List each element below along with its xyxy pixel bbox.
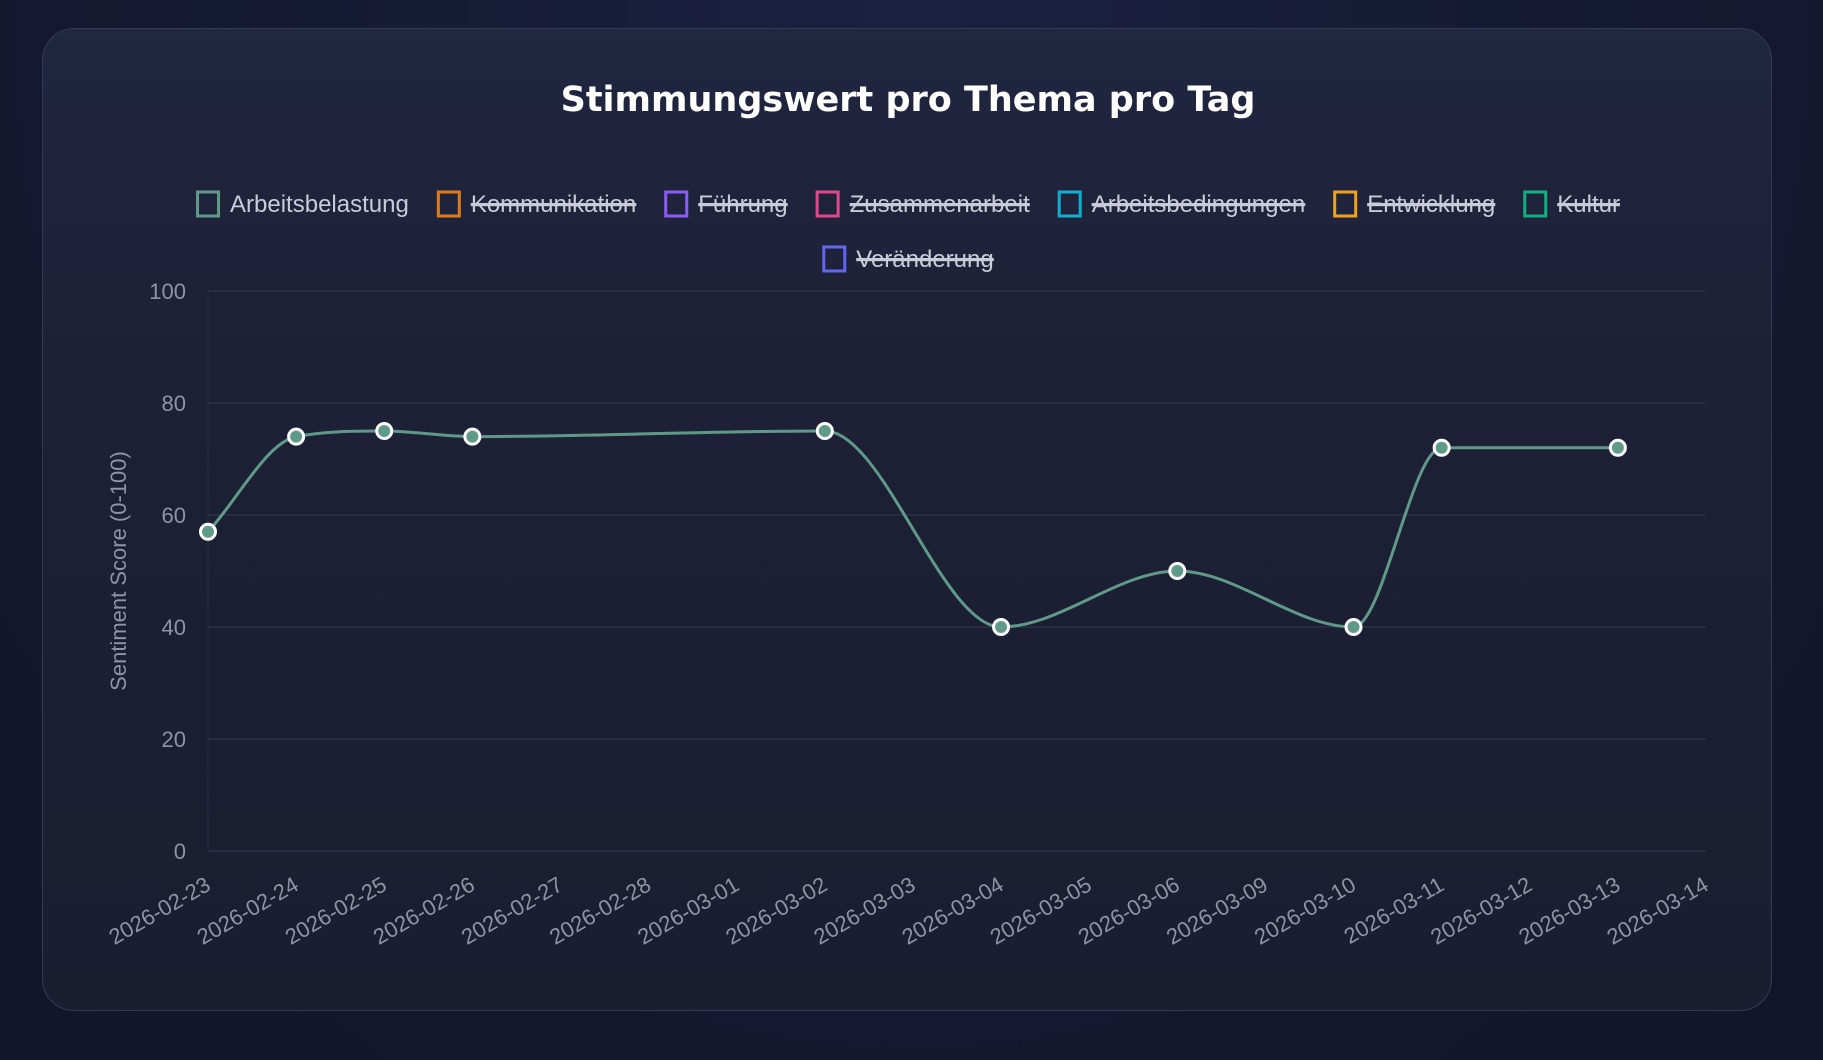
series-points [199,422,1627,636]
grid [207,290,1706,852]
legend-item[interactable]: Führung [664,190,788,218]
data-point[interactable] [1432,438,1451,457]
legend-swatch [664,190,689,218]
legend-swatch [815,190,840,218]
legend-item[interactable]: Arbeitsbedingungen [1057,190,1305,218]
legend-swatch [1057,190,1082,218]
y-axis-title: Sentiment Score (0-100) [106,451,131,691]
legend-item[interactable]: Kultur [1523,190,1620,218]
chart-title: Stimmungswert pro Thema pro Tag [561,80,1256,120]
y-tick-label: 40 [162,615,186,640]
y-tick-label: 100 [149,279,186,304]
x-tick-label: 2026-03-14 [1603,872,1713,950]
y-tick-label: 0 [174,839,186,864]
y-tick-label: 60 [162,503,186,528]
legend-item[interactable]: Entwicklung [1333,190,1496,218]
series-line [206,429,1618,629]
legend-item[interactable]: Veränderung [822,245,994,273]
legend-swatch [822,245,847,273]
legend: Arbeitsbelastung Kommunikation Führung Zusa… [196,190,1620,273]
legend-item[interactable]: Arbeitsbelastung [196,190,409,218]
legend-label: Arbeitsbelastung [230,191,409,218]
legend-swatch [1523,190,1548,218]
data-point[interactable] [287,427,306,446]
legend-swatch [436,190,461,218]
x-axis-ticks: 2026-02-232026-02-242026-02-252026-02-26… [105,872,1713,950]
legend-item[interactable]: Kommunikation [436,190,636,218]
data-point[interactable] [992,618,1011,636]
data-point[interactable] [1344,618,1363,636]
data-point[interactable] [199,522,217,541]
data-point[interactable] [815,422,834,440]
legend-swatch [196,190,221,218]
legend-swatch [1333,190,1358,218]
y-axis-ticks: 0 20 40 60 80 100 [149,279,186,864]
data-point[interactable] [463,427,482,446]
legend-item[interactable]: Zusammenarbeit [815,190,1030,218]
y-tick-label: 80 [162,391,186,416]
y-tick-label: 20 [162,727,186,752]
data-point[interactable] [1608,438,1627,457]
series-lines [206,429,1618,629]
data-point[interactable] [1168,562,1187,580]
x-tick-label: 2026-03-10 [1250,872,1360,950]
data-point[interactable] [375,422,394,440]
